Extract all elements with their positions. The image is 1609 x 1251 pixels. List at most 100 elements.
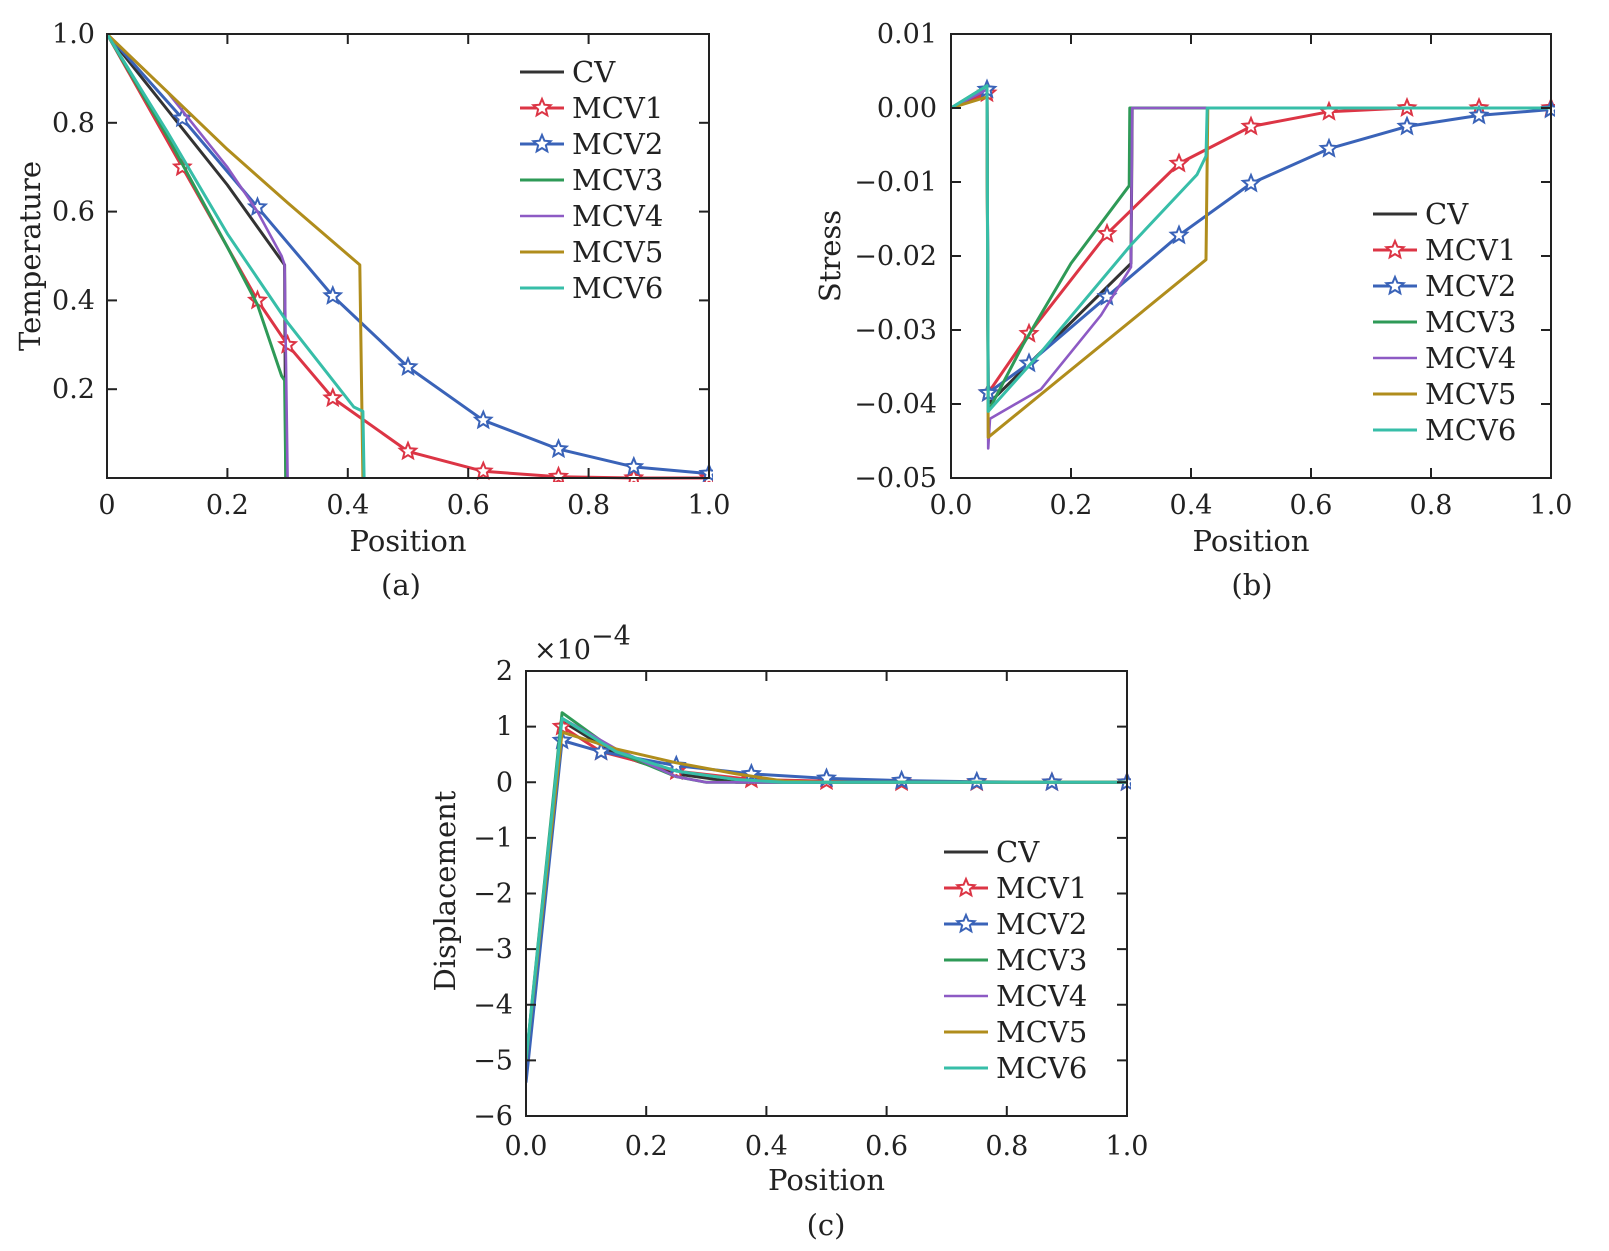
- data-point-mcv2: [1168, 224, 1190, 245]
- multiplier-base: ×10: [534, 635, 591, 666]
- legend-label-mcv2: MCV2: [572, 127, 663, 161]
- legend-label-mcv3: MCV3: [572, 163, 663, 197]
- x-axis-label: Position: [768, 1163, 885, 1197]
- x-tick-label: 0.4: [326, 490, 369, 521]
- legend-marker-mcv2: [1383, 274, 1407, 296]
- legend-marker-mcv2: [954, 912, 978, 934]
- x-tick-label: 0.8: [985, 1131, 1028, 1162]
- legend-label-cv: CV: [996, 835, 1040, 869]
- x-axis-label: Position: [1192, 524, 1309, 558]
- data-point-mcv1: [1096, 222, 1118, 243]
- data-point-mcv1: [1240, 115, 1262, 136]
- x-tick-label: 0.2: [1050, 490, 1093, 521]
- x-tick-label: 0.2: [625, 1131, 668, 1162]
- plot-area: [107, 32, 713, 482]
- x-tick-label: 0.6: [865, 1131, 908, 1162]
- legend-marker-mcv1: [530, 96, 554, 118]
- data-point-mcv1: [397, 440, 419, 461]
- x-tick-label: 0: [98, 490, 115, 521]
- legend-label-mcv6: MCV6: [1425, 413, 1516, 447]
- x-tick-label: 0.4: [745, 1131, 788, 1162]
- legend-label-mcv4: MCV4: [572, 199, 663, 233]
- series-line-mcv6: [526, 716, 1127, 1061]
- x-tick-label: 0.0: [505, 1131, 548, 1162]
- data-point-mcv2: [397, 355, 419, 377]
- legend-label-mcv1: MCV1: [1425, 233, 1516, 267]
- series-line-mcv4: [107, 33, 289, 479]
- y-tick-label: 0.00: [877, 93, 937, 124]
- x-tick-label: 1.0: [1530, 490, 1573, 521]
- y-tick-label: 0: [496, 767, 513, 798]
- x-tick-label: 0.0: [930, 490, 973, 521]
- legend-label-mcv2: MCV2: [996, 907, 1087, 941]
- legend-label-mcv5: MCV5: [1425, 377, 1516, 411]
- y-tick-label: −0.01: [854, 167, 937, 198]
- legend-label-mcv6: MCV6: [996, 1051, 1087, 1085]
- x-tick-label: 0.6: [447, 490, 490, 521]
- legend-marker-mcv2: [530, 132, 554, 154]
- legend-label-mcv2: MCV2: [1425, 269, 1516, 303]
- data-point-mcv1: [472, 460, 494, 481]
- x-axis-label: Position: [349, 524, 466, 558]
- panel-caption: (b): [1231, 568, 1272, 602]
- multiplier-exponent: −4: [591, 621, 631, 652]
- y-tick-label: 0.6: [52, 197, 95, 228]
- x-tick-label: 0.4: [1170, 490, 1213, 521]
- y-tick-label: −6: [473, 1101, 513, 1132]
- legend-label-mcv1: MCV1: [996, 871, 1087, 905]
- legend-label-mcv5: MCV5: [572, 235, 663, 269]
- y-tick-label: 1: [496, 712, 513, 743]
- series-line-mcv3: [107, 33, 288, 479]
- data-point-mcv1: [277, 333, 299, 354]
- data-point-mcv1: [322, 386, 344, 408]
- data-point-mcv1: [547, 465, 570, 482]
- panel-caption: (a): [381, 568, 421, 602]
- series-line-mcv6: [951, 84, 1551, 413]
- y-tick-label: −4: [473, 990, 513, 1021]
- x-tick-label: 0.8: [1410, 490, 1453, 521]
- series-line-cv: [107, 33, 288, 479]
- y-tick-label: −3: [473, 934, 513, 965]
- y-axis-label: Temperature: [13, 161, 47, 351]
- y-tick-label: −0.05: [854, 463, 937, 494]
- data-point-mcv1: [1318, 100, 1340, 121]
- y-tick-label: −0.04: [854, 389, 937, 420]
- y-tick-label: 0.8: [52, 108, 95, 139]
- series-line-mcv6: [107, 33, 366, 479]
- legend-label-mcv4: MCV4: [996, 979, 1087, 1013]
- y-tick-label: 0.4: [52, 285, 95, 316]
- legend-label-mcv1: MCV1: [572, 91, 663, 125]
- x-tick-label: 0.6: [1290, 490, 1333, 521]
- legend-label-mcv3: MCV3: [1425, 305, 1516, 339]
- x-tick-label: 0.8: [567, 490, 610, 521]
- y-axis-label: Displacement: [428, 790, 462, 991]
- panel-caption: (c): [807, 1208, 846, 1242]
- data-point-mcv2: [472, 409, 494, 430]
- data-point-mcv2: [623, 455, 645, 476]
- y-axis-label: Stress: [813, 210, 847, 302]
- legend-label-mcv5: MCV5: [996, 1015, 1087, 1049]
- y-axis-multiplier: ×10−4: [534, 621, 631, 666]
- y-tick-label: 2: [496, 656, 513, 687]
- legend-label-cv: CV: [1425, 197, 1469, 231]
- y-tick-label: 0.01: [877, 19, 937, 50]
- plot-area: [951, 78, 1555, 450]
- data-point-mcv2: [1468, 104, 1490, 125]
- plot-area: [526, 711, 1131, 1083]
- chart-panel-b: 0.0 0.2 0.4 0.6 0.8 1.0 −0.05 −0.04 −0.03 −0.02 −0…: [813, 19, 1572, 602]
- y-tick-label: −0.03: [854, 315, 937, 346]
- legend-label-mcv4: MCV4: [1425, 341, 1516, 375]
- y-tick-label: −1: [473, 823, 513, 854]
- chart-panel-a: 0 0.2 0.4 0.6 0.8 1.0 0.2 0.4 0.6 0.8 1.0 Position T…: [13, 19, 730, 602]
- data-point-mcv2: [1318, 137, 1340, 158]
- legend-marker-mcv1: [1383, 238, 1407, 260]
- x-tick-label: 1.0: [1106, 1131, 1149, 1162]
- x-tick-label: 1.0: [688, 490, 731, 521]
- plot-frame: [106, 33, 710, 479]
- y-tick-label: −5: [473, 1045, 513, 1076]
- y-tick-label: 0.2: [52, 374, 95, 405]
